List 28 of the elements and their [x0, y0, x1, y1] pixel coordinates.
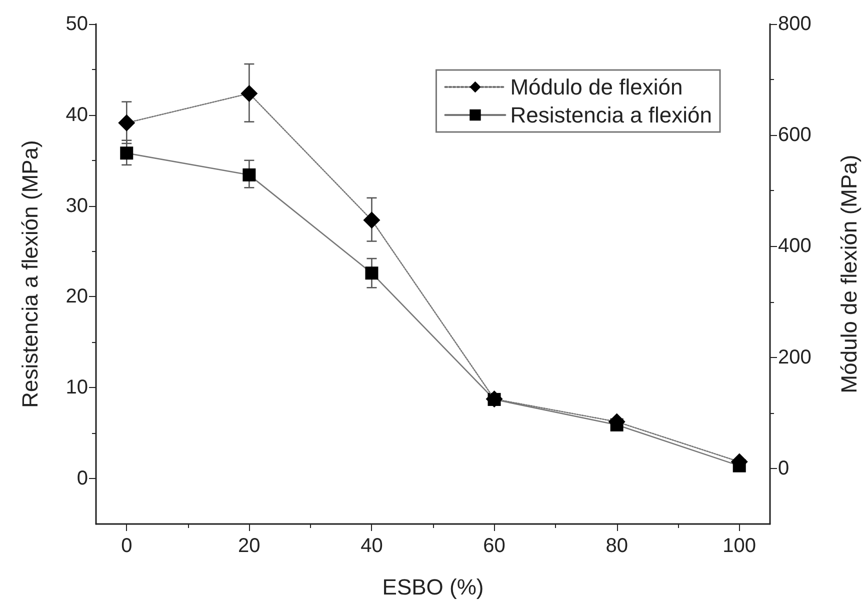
y-tick-label: 20 — [66, 286, 88, 308]
y2-tick-label: 200 — [778, 346, 812, 368]
y-tick-label: 0 — [76, 468, 88, 490]
x-tick-label: 20 — [238, 535, 260, 557]
y-tick-label: 30 — [66, 194, 88, 217]
legend-label: Módulo de flexión — [510, 74, 683, 100]
y-axis-title: Resistencia a flexión (MPa) — [18, 140, 42, 408]
x-axis-title: ESBO (%) — [382, 574, 484, 600]
y-tick-label: 40 — [66, 104, 88, 126]
x-tick-label: 100 — [722, 535, 756, 557]
x-tick-label: 80 — [606, 535, 628, 557]
point — [242, 168, 256, 182]
y2-tick-label: 600 — [778, 124, 812, 146]
y-tick-label: 10 — [66, 376, 88, 399]
y2-tick-label: 0 — [778, 457, 790, 480]
point — [240, 84, 258, 102]
point — [120, 146, 134, 160]
point — [365, 266, 378, 280]
x-tick-label: 0 — [121, 535, 132, 557]
x-tick-label: 60 — [483, 535, 506, 557]
y2-axis-title: Módulo de flexión (MPa) — [836, 154, 862, 394]
x-tick-label: 40 — [360, 535, 383, 557]
y2-tick-label: 800 — [778, 13, 812, 35]
legend-label: Resistencia a flexión — [510, 102, 712, 128]
y-tick-label: 50 — [66, 13, 88, 35]
point — [118, 114, 136, 132]
y2-tick-label: 400 — [778, 235, 812, 258]
point — [363, 212, 380, 229]
